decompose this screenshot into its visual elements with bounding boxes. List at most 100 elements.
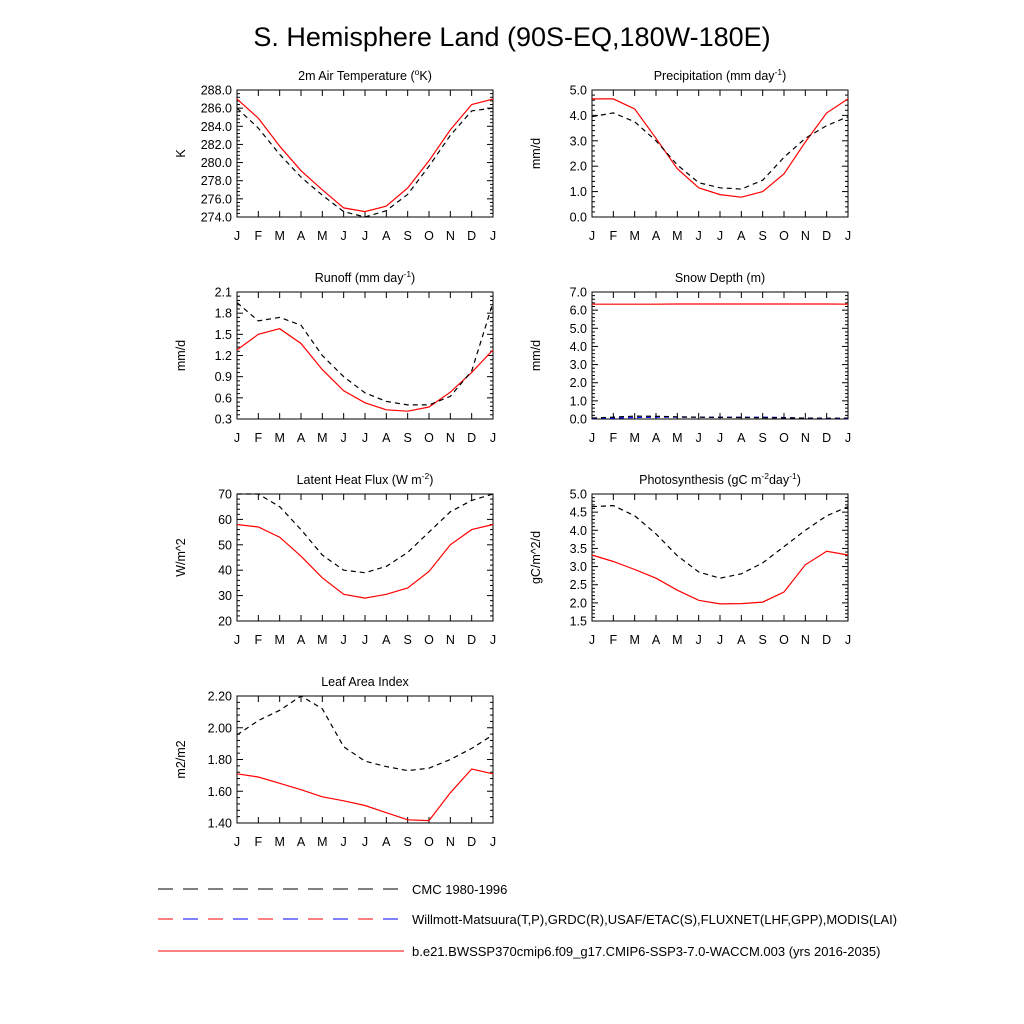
x-tick-label: M <box>672 229 682 243</box>
x-tick-label: J <box>490 431 496 445</box>
dashed-series-line <box>236 695 494 772</box>
x-tick-label: J <box>490 633 496 647</box>
panel-title-text: Precipitation (mm day <box>654 69 776 83</box>
x-tick-label: J <box>589 633 595 647</box>
solid-series-line <box>592 98 849 198</box>
y-tick-label: 1.0 <box>570 394 587 408</box>
x-tick-label: A <box>652 633 661 647</box>
panel-title-tail: day <box>769 473 790 487</box>
y-axis-label: mm/d <box>529 340 543 371</box>
x-tick-label: F <box>255 633 263 647</box>
panel-title: 2m Air Temperature (oK) <box>298 67 432 83</box>
legend-label: Willmott-Matsuura(T,P),GRDC(R),USAF/ETAC… <box>412 912 897 927</box>
y-tick-label: 1.0 <box>570 185 587 199</box>
legend-item-2: Willmott-Matsuura(T,P),GRDC(R),USAF/ETAC… <box>158 912 897 927</box>
panel-title: Runoff (mm day-1) <box>315 269 415 285</box>
x-tick-label: S <box>403 229 411 243</box>
dashed-series-line <box>591 415 849 419</box>
x-tick-label: S <box>403 835 411 849</box>
panel-title-text: Snow Depth (m) <box>675 271 765 285</box>
panel-title: Precipitation (mm day-1) <box>654 67 787 83</box>
x-tick-label: O <box>424 431 434 445</box>
y-tick-label: 0.9 <box>215 370 232 384</box>
x-tick-label: S <box>403 431 411 445</box>
panel-title-tail: ) <box>429 473 433 487</box>
x-tick-label: J <box>490 835 496 849</box>
solid-series-line <box>236 328 494 412</box>
x-tick-label: M <box>317 633 327 647</box>
y-tick-label: 4.0 <box>570 109 587 123</box>
x-tick-label: J <box>845 633 851 647</box>
x-tick-label: A <box>297 633 306 647</box>
dashed-series-line <box>236 302 494 406</box>
plot-frame <box>236 89 494 218</box>
x-tick-label: M <box>274 835 284 849</box>
x-tick-label: F <box>610 229 618 243</box>
y-axis-label: mm/d <box>174 340 188 371</box>
x-tick-label: A <box>382 835 391 849</box>
x-tick-label: S <box>758 633 766 647</box>
y-tick-label: 30 <box>218 589 232 603</box>
panel-title-superscript: -1 <box>403 269 411 279</box>
y-tick-label: 5.0 <box>570 488 587 502</box>
legend: CMC 1980-1996 Willmott-Matsuura(T,P),GRDC… <box>158 882 897 959</box>
solid-series-line <box>236 523 494 599</box>
x-tick-label: J <box>845 431 851 445</box>
y-tick-label: 7.0 <box>570 286 587 300</box>
panel-title-superscript: -2 <box>422 471 430 481</box>
plot-frame <box>236 695 494 824</box>
y-tick-label: 278.0 <box>201 174 232 188</box>
panel-4: Snow Depth (m) 0.0 1.0 2.0 3.0 4.0 5.0 6.0 7.0 J F… <box>529 271 851 445</box>
y-tick-label: 1.60 <box>208 785 232 799</box>
panel-title-text: Runoff (mm day <box>315 271 404 285</box>
y-tick-label: 0.0 <box>570 413 587 427</box>
panel-title-superscript: -1 <box>775 67 783 77</box>
x-tick-label: D <box>467 633 476 647</box>
x-tick-label: O <box>779 633 789 647</box>
y-tick-label: 2.00 <box>208 721 232 735</box>
y-tick-label: 280.0 <box>201 156 232 170</box>
x-tick-label: F <box>610 431 618 445</box>
x-tick-label: N <box>446 229 455 243</box>
y-tick-label: 70 <box>218 488 232 502</box>
legend-label: b.e21.BWSSP370cmip6.f09_g17.CMIP6-SSP3-7… <box>412 944 880 959</box>
x-tick-label: A <box>652 431 661 445</box>
y-tick-label: 282.0 <box>201 138 232 152</box>
y-tick-label: 5.0 <box>570 84 587 98</box>
x-tick-label: J <box>696 229 702 243</box>
x-tick-label: A <box>382 431 391 445</box>
y-tick-label: 286.0 <box>201 102 232 116</box>
x-tick-label: N <box>446 633 455 647</box>
x-tick-label: S <box>758 229 766 243</box>
y-tick-label: 4.0 <box>570 524 587 538</box>
x-tick-label: M <box>629 431 639 445</box>
x-tick-label: M <box>672 431 682 445</box>
panel-title-text: Latent Heat Flux (W m <box>297 473 422 487</box>
x-tick-label: D <box>822 229 831 243</box>
panel-title-superscript: -1 <box>789 471 797 481</box>
x-tick-label: D <box>467 431 476 445</box>
y-tick-label: 284.0 <box>201 120 232 134</box>
panel-title-text: Photosynthesis (gC m <box>639 473 761 487</box>
y-tick-label: 1.5 <box>215 328 232 342</box>
panel-2: Precipitation (mm day-1) 0.0 1.0 2.0 3.0 4.0 5… <box>529 67 851 243</box>
x-tick-label: J <box>362 229 368 243</box>
x-tick-label: J <box>234 633 240 647</box>
y-tick-label: 276.0 <box>201 192 232 206</box>
y-axis-label: K <box>174 149 188 158</box>
x-tick-label: J <box>717 633 723 647</box>
y-tick-label: 1.8 <box>215 307 232 321</box>
y-tick-label: 2.5 <box>570 578 587 592</box>
x-tick-label: D <box>467 229 476 243</box>
y-tick-label: 1.80 <box>208 753 232 767</box>
y-tick-label: 2.0 <box>570 376 587 390</box>
panel-title-tail: ) <box>411 271 415 285</box>
panels: 2m Air Temperature (oK)274.0276.0278.028… <box>174 67 851 849</box>
dashed-series-line <box>591 112 849 190</box>
x-tick-label: M <box>317 229 327 243</box>
x-tick-label: M <box>274 633 284 647</box>
plot-frame <box>591 89 849 218</box>
x-tick-label: J <box>490 229 496 243</box>
legend-label: CMC 1980-1996 <box>412 882 507 897</box>
